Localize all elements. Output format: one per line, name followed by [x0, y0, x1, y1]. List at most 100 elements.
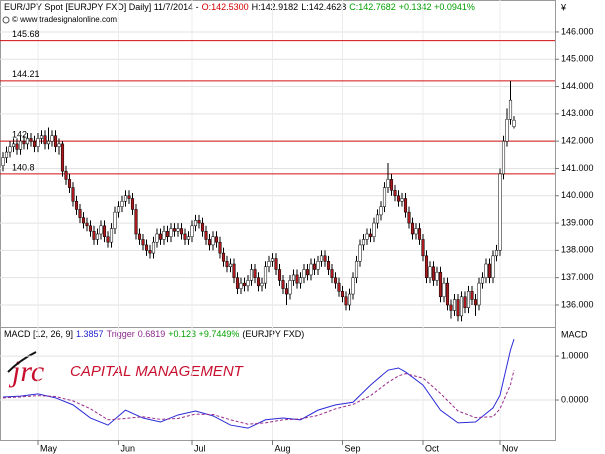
candle-body — [39, 135, 44, 139]
y-tick-label: 136.000 — [561, 299, 594, 309]
panel-header: MACD [12, 26, 9] 1.3857 Trigger 0.6819 +0.12… — [4, 329, 304, 339]
candle-body — [144, 244, 149, 251]
candle-body — [99, 225, 103, 235]
y-tick-label: 145.000 — [561, 54, 594, 64]
candle-body — [22, 140, 26, 145]
macd-line — [2, 369, 515, 425]
x-tick-label: Nov — [502, 443, 519, 453]
candle-body — [36, 138, 40, 147]
candle-body — [46, 140, 51, 145]
candle-body — [179, 228, 184, 235]
candle-body — [193, 220, 198, 227]
candle-body — [410, 222, 415, 235]
candle-body — [414, 228, 418, 235]
header-part: C:142.7682 — [349, 2, 396, 12]
candle-body — [71, 187, 75, 202]
copyright: © www.tradesignalonline.com — [12, 15, 117, 24]
candle-body — [57, 143, 61, 147]
candle-body — [260, 282, 264, 287]
candle-body — [127, 195, 131, 199]
candle-body — [11, 143, 16, 147]
plot-frame — [0, 0, 556, 441]
header-part: 0.6819 — [138, 329, 166, 339]
macd-line — [2, 339, 515, 429]
candle-body — [15, 143, 19, 150]
candle-body — [141, 239, 145, 246]
candle-body — [277, 269, 282, 281]
candle-body — [396, 195, 401, 202]
candle-body — [431, 266, 436, 281]
candle-body — [284, 288, 289, 295]
candle-body — [319, 255, 324, 262]
candle-body — [32, 140, 37, 147]
candle-body — [137, 233, 142, 240]
candle-body — [400, 198, 404, 202]
candle-body — [148, 250, 152, 254]
candle-body — [347, 293, 352, 306]
candle-body — [113, 211, 117, 229]
candle-body — [298, 277, 303, 284]
candle-body — [344, 296, 348, 306]
candle-body — [361, 239, 366, 246]
candle-body — [60, 143, 65, 172]
candle-body — [386, 179, 390, 188]
candle-body — [305, 269, 310, 276]
candle-body — [351, 277, 355, 295]
candle-body — [501, 140, 506, 175]
candle-body — [309, 263, 313, 276]
level-label: 140.8 — [12, 162, 35, 172]
header-part: O:142.5300 — [202, 2, 249, 12]
panel-header: EUR/JPY Spot [EURJPY FXD] Daily] 11/7/20… — [4, 2, 475, 12]
macd-axis-label: MACD — [561, 329, 588, 339]
candle-body — [64, 170, 68, 180]
candle-body — [281, 280, 285, 289]
candle-body — [186, 236, 191, 240]
candle-body — [375, 214, 380, 224]
header-part: +0.123 +9.7449% — [168, 329, 239, 339]
candle-body — [302, 269, 306, 278]
candle-body — [442, 282, 446, 298]
candle-body — [452, 299, 457, 311]
candle-body — [249, 269, 254, 281]
candle-body — [207, 239, 212, 246]
candle-body — [358, 244, 362, 262]
candle-body — [74, 200, 79, 210]
candle-body — [295, 274, 299, 284]
candle-body — [459, 296, 464, 317]
x-tick-label: Jun — [121, 443, 136, 453]
candle-body — [106, 236, 110, 243]
candle-body — [312, 263, 317, 270]
candle-body — [43, 135, 47, 145]
candle-body — [176, 228, 180, 232]
candle-body — [218, 241, 222, 254]
candle-body — [235, 277, 240, 289]
header-part: Trigger — [107, 329, 135, 339]
candle-body — [53, 135, 58, 147]
candle-body — [78, 209, 82, 218]
candle-body — [512, 119, 516, 127]
candle-body — [190, 225, 194, 237]
candle-body — [487, 263, 492, 278]
candle-body — [480, 277, 485, 284]
candle-body — [445, 282, 450, 306]
candle-body — [333, 277, 338, 284]
candle-body — [109, 228, 114, 243]
candle-body — [123, 195, 128, 202]
x-tick-label: Aug — [275, 443, 291, 453]
candle-body — [214, 236, 219, 243]
header-part: +0.1342 +0.0941% — [399, 2, 475, 12]
candle-body — [211, 236, 215, 246]
candle-body — [253, 269, 257, 278]
candle-body — [162, 231, 166, 240]
candle-body — [267, 261, 271, 268]
candle-body — [435, 271, 439, 281]
candle-body — [183, 233, 187, 240]
candle-body — [151, 241, 156, 254]
candle-body — [169, 228, 173, 237]
candle-body — [484, 263, 488, 278]
candle-body — [403, 198, 408, 213]
candle-body — [354, 261, 359, 278]
candle-body — [477, 282, 481, 306]
candle-body — [368, 233, 373, 237]
